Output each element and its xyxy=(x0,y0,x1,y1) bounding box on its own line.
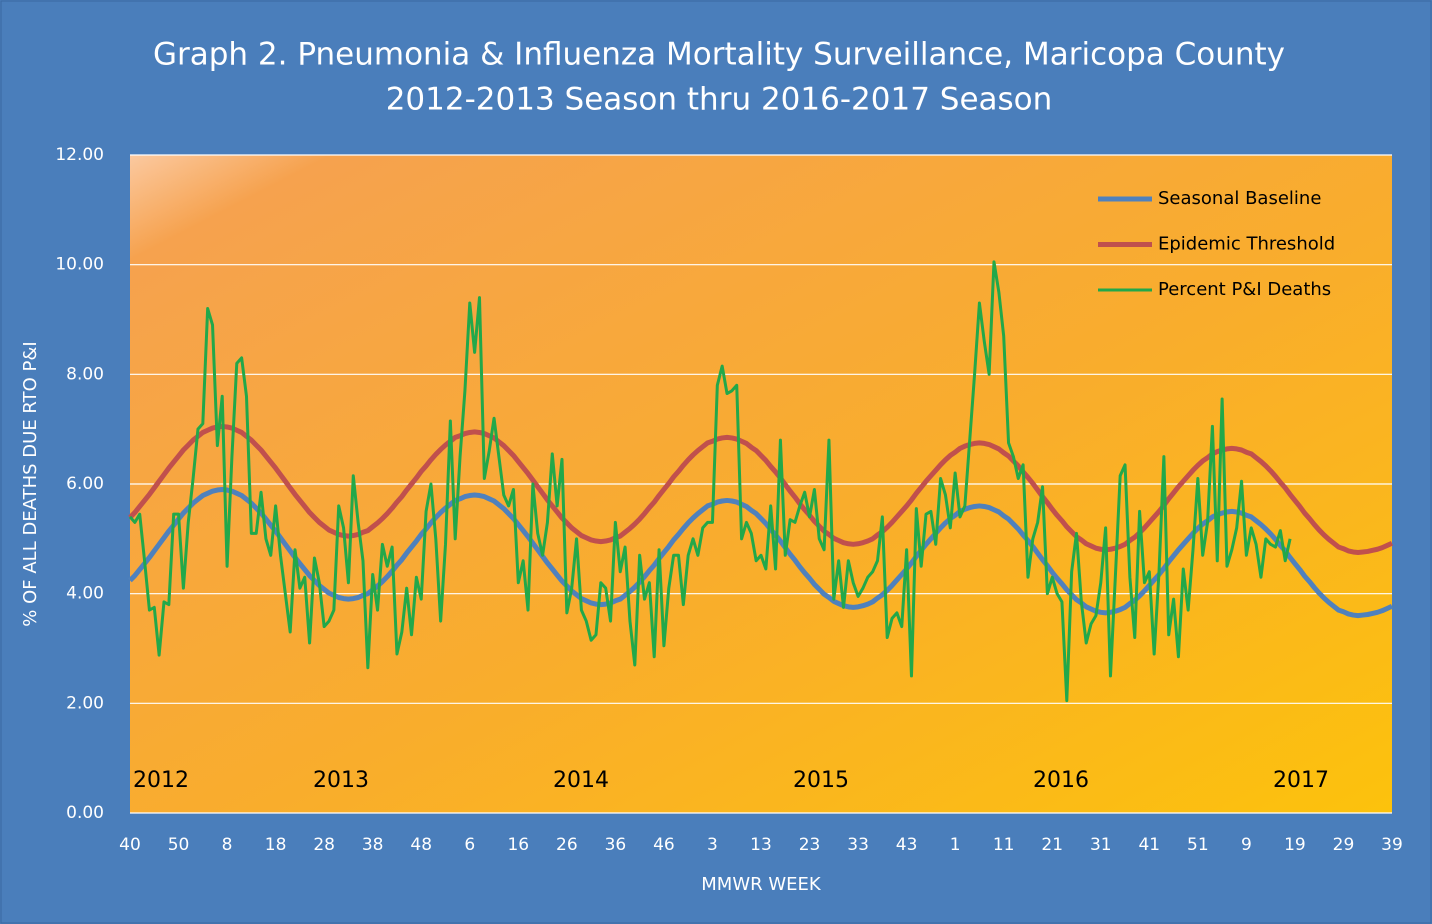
x-tick-label: 11 xyxy=(993,835,1015,855)
year-annotation: 2014 xyxy=(553,768,609,793)
x-tick-label: 41 xyxy=(1138,835,1160,855)
x-tick-label: 46 xyxy=(653,835,675,855)
x-tick-label: 40 xyxy=(119,835,141,855)
y-axis-label: % OF ALL DEATHS DUE RTO P&I xyxy=(20,341,41,626)
x-tick-label: 48 xyxy=(410,835,432,855)
x-tick-label: 38 xyxy=(362,835,384,855)
y-tick-label: 2.00 xyxy=(66,693,104,713)
x-tick-label: 28 xyxy=(313,835,335,855)
chart-subtitle: 2012-2013 Season thru 2016-2017 Season xyxy=(386,82,1053,118)
y-tick-label: 0.00 xyxy=(66,803,104,823)
x-axis-label: MMWR WEEK xyxy=(701,874,822,895)
x-tick-label: 31 xyxy=(1090,835,1112,855)
x-tick-label: 26 xyxy=(556,835,578,855)
data-line xyxy=(128,423,1394,556)
year-annotation: 2015 xyxy=(793,768,849,793)
x-tick-label: 39 xyxy=(1381,835,1403,855)
x-tick-label: 50 xyxy=(168,835,190,855)
legend-label: Epidemic Threshold xyxy=(1158,234,1335,255)
y-tick-label: 8.00 xyxy=(66,364,104,384)
year-annotation: 2016 xyxy=(1033,768,1089,793)
x-tick-label: 21 xyxy=(1041,835,1063,855)
x-tick-label: 51 xyxy=(1187,835,1209,855)
x-tick-label: 1 xyxy=(950,835,961,855)
x-tick-label: 6 xyxy=(464,835,475,855)
y-tick-label: 4.00 xyxy=(66,584,104,604)
x-tick-label: 8 xyxy=(222,835,233,855)
y-tick-label: 6.00 xyxy=(66,474,104,494)
data-line xyxy=(128,260,1292,703)
x-tick-label: 16 xyxy=(507,835,529,855)
x-tick-label: 9 xyxy=(1241,835,1252,855)
x-tick-label: 36 xyxy=(605,835,627,855)
y-tick-label: 12.00 xyxy=(55,145,104,165)
x-tick-label: 13 xyxy=(750,835,772,855)
x-tick-label: 23 xyxy=(799,835,821,855)
year-annotation: 2013 xyxy=(313,768,369,793)
y-tick-label: 10.00 xyxy=(55,255,104,275)
year-annotation: 2012 xyxy=(133,768,189,793)
data-line xyxy=(128,486,1394,619)
x-tick-label: 29 xyxy=(1333,835,1355,855)
x-tick-label: 33 xyxy=(847,835,869,855)
chart-title: Graph 2. Pneumonia & Influenza Mortality… xyxy=(153,37,1285,73)
x-tick-label: 43 xyxy=(896,835,918,855)
year-annotation: 2017 xyxy=(1273,768,1329,793)
x-tick-label: 19 xyxy=(1284,835,1306,855)
legend-label: Seasonal Baseline xyxy=(1158,188,1321,209)
legend-label: Percent P&I Deaths xyxy=(1158,279,1331,300)
x-tick-label: 18 xyxy=(265,835,287,855)
x-tick-label: 3 xyxy=(707,835,718,855)
